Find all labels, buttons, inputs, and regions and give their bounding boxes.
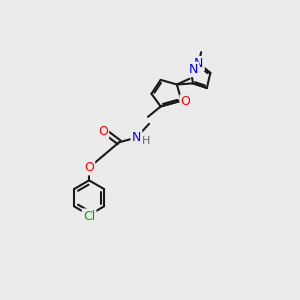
Text: O: O bbox=[84, 161, 94, 174]
Text: N: N bbox=[194, 57, 203, 70]
Text: O: O bbox=[181, 95, 190, 108]
Text: O: O bbox=[98, 125, 108, 138]
Text: H: H bbox=[142, 136, 150, 146]
Text: N: N bbox=[189, 63, 198, 76]
Text: Cl: Cl bbox=[83, 210, 95, 223]
Text: N: N bbox=[132, 131, 141, 144]
